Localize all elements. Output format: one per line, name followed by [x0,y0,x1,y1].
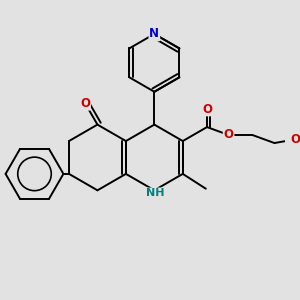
Text: N: N [149,28,159,40]
Text: O: O [224,128,234,141]
Text: O: O [80,97,90,110]
Text: O: O [290,133,300,146]
Text: NH: NH [146,188,165,198]
Text: O: O [202,103,212,116]
